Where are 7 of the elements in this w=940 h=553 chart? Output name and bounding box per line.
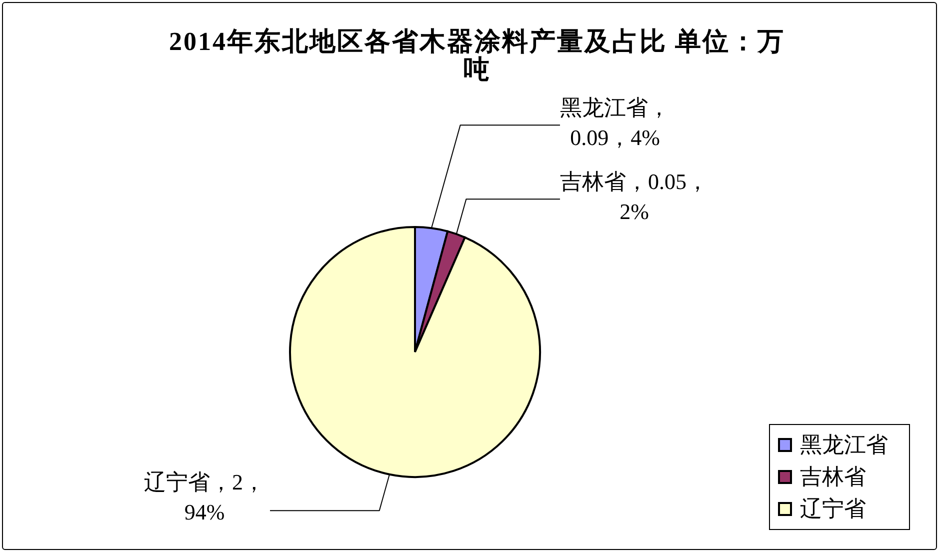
chart-title: 2014年东北地区各省木器涂料产量及占比 单位：万吨 bbox=[168, 27, 786, 84]
data-label: 辽宁省，2，94% bbox=[144, 469, 265, 524]
legend-label: 黑龙江省 bbox=[800, 431, 888, 459]
legend-label: 吉林省 bbox=[800, 463, 866, 491]
legend-label: 辽宁省 bbox=[800, 495, 866, 523]
data-label: 吉林省，0.05，2% bbox=[560, 168, 708, 224]
data-label: 黑龙江省，0.09，4% bbox=[560, 94, 670, 150]
